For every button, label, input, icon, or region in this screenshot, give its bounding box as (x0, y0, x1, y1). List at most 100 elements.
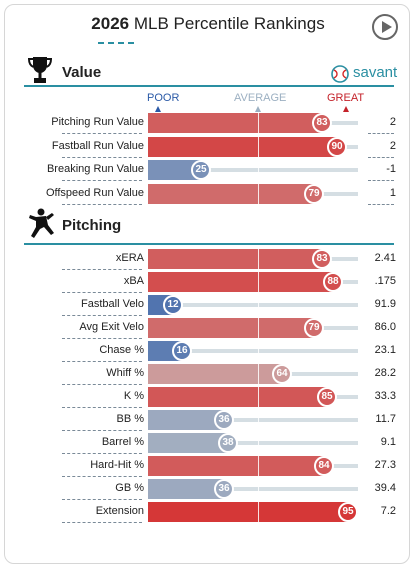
metric-label[interactable]: Pitching Run Value (51, 116, 144, 128)
percentile-track (148, 303, 358, 307)
metric-row[interactable]: Barrel % 38 9.1 (0, 433, 416, 454)
average-marker (258, 456, 259, 476)
metric-value: 91.9 (374, 298, 396, 310)
percentile-circle: 36 (214, 479, 234, 499)
metric-value: 28.2 (374, 367, 396, 379)
metric-row[interactable]: Extension 95 7.2 (0, 502, 416, 523)
metric-label-underline (62, 157, 142, 158)
metric-label-underline (62, 292, 142, 293)
metric-value-underline (368, 133, 394, 134)
metric-value: 2 (389, 140, 396, 152)
metric-label[interactable]: K % (123, 390, 144, 402)
metric-row[interactable]: Chase % 16 23.1 (0, 341, 416, 362)
percentile-circle: 90 (327, 137, 347, 157)
average-marker (258, 249, 259, 269)
average-marker (258, 184, 259, 204)
metric-row[interactable]: K % 85 33.3 (0, 387, 416, 408)
metric-label-underline (62, 522, 142, 523)
average-marker (258, 318, 259, 338)
metric-row[interactable]: Whiff % 64 28.2 (0, 364, 416, 385)
percentile-bar (148, 410, 224, 430)
metric-label[interactable]: Extension (95, 505, 144, 517)
percentile-circle: 79 (304, 318, 324, 338)
metric-row[interactable]: Breaking Run Value 25 -1 (0, 160, 416, 181)
percentile-bar (148, 137, 337, 157)
percentile-circle: 16 (172, 341, 192, 361)
metric-row[interactable]: Avg Exit Velo 79 86.0 (0, 318, 416, 339)
percentile-bar (148, 479, 224, 499)
section-header-value: Value (26, 55, 396, 85)
average-marker (258, 137, 259, 157)
metric-row[interactable]: BB % 36 11.7 (0, 410, 416, 431)
page-title: 2026 MLB Percentile Rankings (0, 14, 416, 34)
percentile-bar (148, 502, 348, 522)
percentile-circle: 95 (338, 502, 358, 522)
percentile-bar (148, 160, 201, 180)
percentile-circle: 88 (323, 272, 343, 292)
percentile-bar (148, 249, 322, 269)
metric-row[interactable]: Hard-Hit % 84 27.3 (0, 456, 416, 477)
percentile-circle: 36 (214, 410, 234, 430)
percentile-bar (148, 318, 314, 338)
metric-label[interactable]: Barrel % (101, 436, 144, 448)
percentile-bar (148, 433, 228, 453)
metric-row[interactable]: xERA 83 2.41 (0, 249, 416, 270)
metric-value: 11.7 (375, 413, 396, 425)
metric-row[interactable]: Offspeed Run Value 79 1 (0, 184, 416, 205)
year-selector-underline[interactable] (98, 42, 134, 44)
metric-label[interactable]: Breaking Run Value (46, 163, 144, 175)
metric-value: 33.3 (374, 390, 396, 402)
average-marker (258, 433, 259, 453)
metric-label[interactable]: Avg Exit Velo (79, 321, 144, 333)
metric-label[interactable]: xERA (115, 252, 144, 264)
metric-label[interactable]: xBA (123, 275, 144, 287)
metric-label-underline (62, 430, 142, 431)
metric-label-underline (62, 453, 142, 454)
play-icon[interactable] (372, 14, 398, 40)
metric-row[interactable]: Fastball Run Value 90 2 (0, 137, 416, 158)
metric-value: 2 (389, 116, 396, 128)
percentile-track (148, 349, 358, 353)
metric-row[interactable]: GB % 36 39.4 (0, 479, 416, 500)
section-header-pitching: Pitching (26, 208, 396, 238)
metric-label[interactable]: Whiff % (106, 367, 144, 379)
metric-value: 23.1 (374, 344, 396, 356)
metric-label[interactable]: GB % (115, 482, 144, 494)
metric-label[interactable]: BB % (116, 413, 144, 425)
percentile-circle: 83 (312, 113, 332, 133)
average-marker (258, 502, 259, 522)
metric-label[interactable]: Chase % (99, 344, 144, 356)
metric-label-underline (62, 407, 142, 408)
metric-label[interactable]: Offspeed Run Value (45, 187, 144, 199)
percentile-circle: 83 (312, 249, 332, 269)
metric-row[interactable]: Fastball Velo 12 91.9 (0, 295, 416, 316)
percentile-circle: 12 (163, 295, 183, 315)
percentile-track (148, 487, 358, 491)
metric-value: 7.2 (380, 505, 396, 517)
legend-great-marker-icon (343, 106, 349, 112)
metric-label-underline (62, 384, 142, 385)
legend-poor: POOR (147, 92, 180, 104)
metric-label[interactable]: Hard-Hit % (90, 459, 144, 471)
percentile-bar (148, 387, 327, 407)
metric-label[interactable]: Fastball Run Value (51, 140, 144, 152)
metric-label-underline (62, 338, 142, 339)
average-marker (258, 113, 259, 133)
percentile-circle: 25 (191, 160, 211, 180)
title-text: MLB Percentile Rankings (133, 14, 325, 33)
metric-row[interactable]: xBA 88 .175 (0, 272, 416, 293)
metric-value: 27.3 (374, 459, 396, 471)
section-divider-pitching (24, 243, 394, 245)
savant-wordmark: savant (353, 64, 398, 81)
metric-row[interactable]: Pitching Run Value 83 2 (0, 113, 416, 134)
percentile-track (148, 168, 358, 172)
percentile-bar (148, 456, 324, 476)
legend-average: AVERAGE (234, 92, 287, 104)
metric-value: 2.41 (374, 252, 396, 264)
metric-label[interactable]: Fastball Velo (81, 298, 144, 310)
metric-label-underline (62, 133, 142, 134)
baseball-icon (330, 64, 350, 89)
percentile-circle: 85 (317, 387, 337, 407)
percentile-circle: 64 (272, 364, 292, 384)
average-marker (258, 479, 259, 499)
